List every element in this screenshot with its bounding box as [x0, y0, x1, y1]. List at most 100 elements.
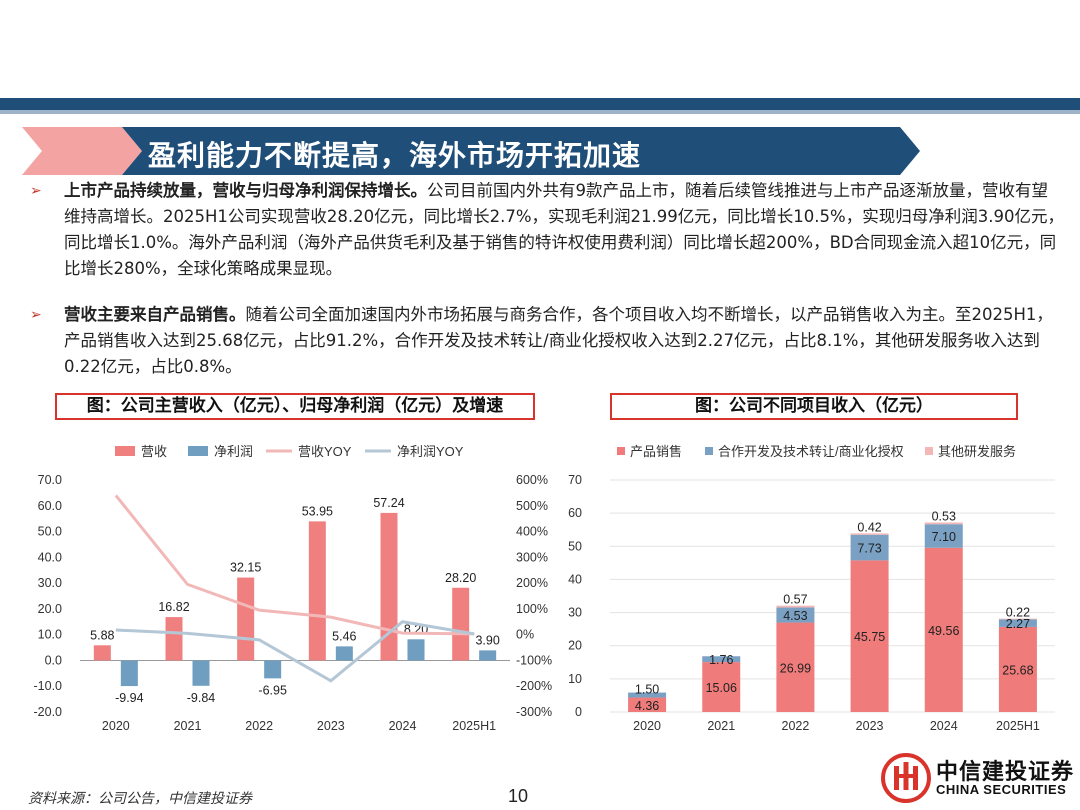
stack-segment [628, 697, 667, 712]
legend-swatch [705, 447, 713, 455]
x-tick-label: 2022 [782, 719, 810, 733]
product-data-label: 26.99 [780, 661, 811, 675]
header-band [0, 98, 1080, 110]
profit-bar [264, 660, 282, 679]
y2-tick-label: -300% [516, 705, 552, 719]
profit-bar [335, 646, 353, 661]
profit-data-label: -6.95 [258, 683, 287, 697]
y2-tick-label: 0% [516, 628, 534, 642]
stack-segment [776, 605, 815, 608]
other-data-label: 0.53 [932, 509, 956, 523]
revenue-bar [237, 577, 255, 661]
coop-data-label: 7.73 [857, 542, 881, 556]
legend-label: 营收YOY [298, 444, 352, 459]
x-tick-label: 2021 [707, 719, 735, 733]
stack-segment [924, 547, 963, 712]
product-data-label: 15.06 [706, 681, 737, 695]
y-tick-label: 20.0 [38, 602, 62, 616]
y-tick-label: 10.0 [38, 628, 62, 642]
y-tick-label: 70.0 [38, 473, 62, 487]
stack-segment [702, 656, 741, 663]
y2-tick-label: 100% [516, 602, 548, 616]
y-tick-label: 70 [568, 473, 582, 487]
profit-bar [479, 650, 497, 661]
stack-segment [850, 560, 889, 712]
bullet-paragraph-2: ➢ 营收主要来自产品销售。随着公司全面加速国内外市场拓展与商务合作，各个项目收入… [30, 302, 1064, 380]
x-tick-label: 2025H1 [996, 719, 1040, 733]
bullet-1-text: 公司目前国内外共有9款产品上市，随着后续管线推进与上市产品逐渐放量，营收有望维持… [64, 181, 1064, 278]
y-tick-label: 30.0 [38, 576, 62, 590]
revenue-bar [380, 512, 398, 661]
source-note: 资料来源：公司公告，中信建投证券 [28, 791, 252, 807]
other-data-label: 0.22 [1006, 606, 1030, 620]
stack-segment [776, 622, 815, 712]
page-number: 10 [508, 786, 529, 806]
profit-data-label: 5.46 [332, 629, 356, 643]
y2-tick-label: 400% [516, 525, 548, 539]
y2-tick-label: -100% [516, 653, 552, 667]
y-tick-label: 60.0 [38, 499, 62, 513]
revenue-data-label: 32.15 [230, 561, 261, 575]
other-data-label: 0.57 [783, 593, 807, 607]
company-logo: 中信建投证券 CHINA SECURITIES [880, 750, 1075, 806]
stack-segment [850, 533, 889, 535]
y2-tick-label: 500% [516, 499, 548, 513]
x-tick-label: 2025H1 [452, 719, 496, 733]
profit-bar [120, 660, 138, 687]
revenue-data-label: 5.88 [90, 628, 114, 642]
y2-tick-label: 300% [516, 550, 548, 564]
stack-segment [850, 534, 889, 561]
legend-label: 产品销售 [630, 444, 682, 459]
y-tick-label: 10 [568, 672, 582, 686]
coop-data-label: 4.53 [783, 609, 807, 623]
banner-shape [22, 127, 920, 175]
y-tick-label: 50 [568, 539, 582, 553]
stack-segment [776, 607, 815, 623]
y-tick-label: -20.0 [34, 705, 63, 719]
y2-tick-label: 600% [516, 473, 548, 487]
x-tick-label: 2022 [245, 719, 273, 733]
profit-data-label: -9.84 [187, 691, 216, 705]
y-tick-label: 40 [568, 572, 582, 586]
stack-segment [998, 619, 1037, 627]
x-tick-label: 2021 [174, 719, 202, 733]
legend-swatch [617, 447, 625, 455]
stack-segment [924, 522, 963, 525]
profit-data-label: 3.90 [475, 633, 499, 647]
legend-swatch [925, 447, 933, 455]
logo-text-cn: 中信建投证券 [936, 760, 1075, 785]
legend-label: 其他研发服务 [938, 444, 1016, 459]
x-tick-label: 2023 [317, 719, 345, 733]
stack-segment [998, 618, 1037, 620]
bullet-2-lead: 营收主要来自产品销售。 [64, 305, 246, 324]
revenue-data-label: 16.82 [158, 600, 189, 614]
page-title: 盈利能力不断提高，海外市场开拓加速 [148, 139, 642, 172]
y-tick-label: 0 [575, 705, 582, 719]
x-tick-label: 2024 [389, 719, 417, 733]
revenue-bar [452, 587, 470, 661]
revenue-data-label: 28.20 [445, 571, 476, 585]
bullet-paragraph-1: ➢ 上市产品持续放量，营收与归母净利润保持增长。公司目前国内外共有9款产品上市，… [30, 178, 1064, 282]
profit-bar [192, 660, 210, 686]
y-tick-label: 30 [568, 606, 582, 620]
legend-label: 净利润 [214, 444, 253, 459]
other-data-label: 0.42 [857, 520, 881, 534]
x-tick-label: 2023 [856, 719, 884, 733]
profit-bar [407, 639, 425, 661]
y-tick-label: 60 [568, 506, 582, 520]
bullet-1-lead: 上市产品持续放量，营收与归母净利润保持增长。 [64, 181, 427, 200]
product-data-label: 25.68 [1002, 663, 1033, 677]
product-data-label: 49.56 [928, 624, 959, 638]
y-tick-label: 50.0 [38, 525, 62, 539]
logo-text-en: CHINA SECURITIES [936, 782, 1067, 797]
legend-label: 营收 [141, 444, 167, 459]
stack-segment [998, 626, 1037, 712]
title-banner: 盈利能力不断提高，海外市场开拓加速 [22, 127, 920, 175]
coop-data-label: 7.10 [932, 530, 956, 544]
coop-data-label: 1.50 [635, 683, 659, 697]
stack-segment [924, 524, 963, 548]
chart2-caption: 图：公司不同项目收入（亿元） [610, 393, 1018, 420]
legend-swatch [188, 446, 208, 456]
legend-label: 净利润YOY [397, 444, 464, 459]
product-data-label: 4.36 [635, 699, 659, 713]
